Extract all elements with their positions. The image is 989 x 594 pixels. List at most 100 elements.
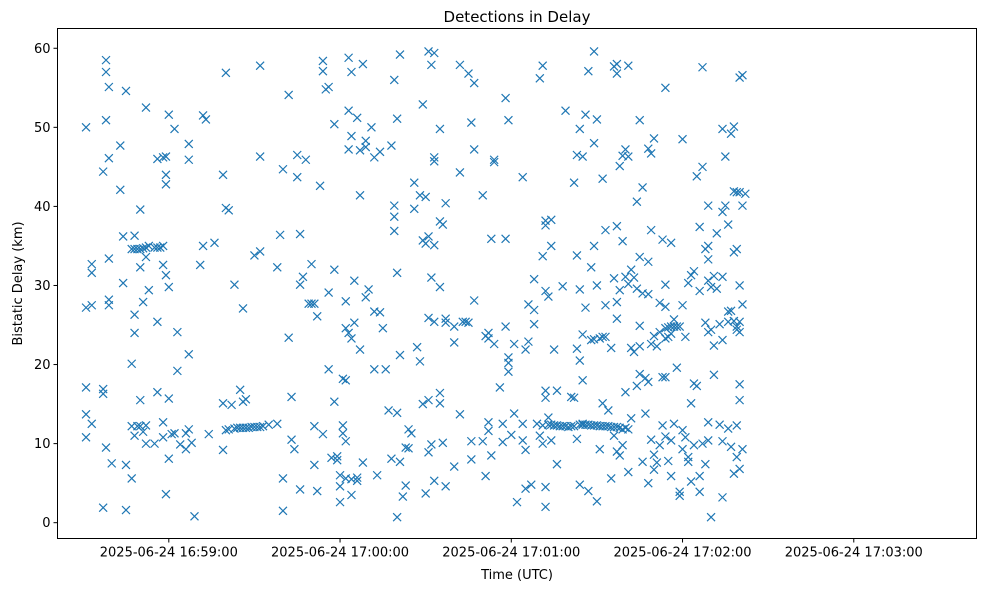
data-point xyxy=(312,486,322,496)
data-point xyxy=(612,69,622,78)
data-point xyxy=(81,383,91,392)
data-point xyxy=(101,55,111,65)
data-point xyxy=(635,369,645,379)
data-point xyxy=(509,339,519,349)
data-point xyxy=(404,424,413,434)
data-point xyxy=(592,115,602,124)
data-point xyxy=(740,189,750,199)
data-point xyxy=(706,512,716,522)
data-point xyxy=(738,444,747,454)
data-point xyxy=(718,436,727,446)
data-point xyxy=(598,398,608,408)
data-point xyxy=(595,334,605,343)
data-point xyxy=(658,235,667,245)
data-point xyxy=(415,356,425,366)
data-point xyxy=(287,435,296,445)
data-point xyxy=(338,428,348,438)
data-point xyxy=(732,322,742,332)
data-point xyxy=(552,459,562,469)
data-point xyxy=(130,310,139,320)
data-point xyxy=(332,455,342,465)
data-point xyxy=(660,334,670,343)
data-point xyxy=(184,349,194,359)
data-point xyxy=(592,496,602,506)
data-point xyxy=(121,505,131,515)
data-point xyxy=(686,477,696,486)
data-point xyxy=(586,335,596,345)
data-point xyxy=(666,471,676,481)
data-point xyxy=(529,319,539,329)
data-point xyxy=(429,152,439,162)
data-point xyxy=(680,432,690,442)
data-point xyxy=(601,225,610,235)
data-point xyxy=(389,75,399,85)
data-point xyxy=(344,328,354,338)
data-point xyxy=(646,225,656,235)
data-point xyxy=(575,356,585,366)
data-point xyxy=(626,265,636,275)
data-point xyxy=(441,481,451,491)
data-point xyxy=(706,282,716,292)
data-point xyxy=(535,73,545,83)
data-point xyxy=(412,342,422,352)
data-point xyxy=(255,422,265,432)
data-point xyxy=(161,170,171,180)
data-point xyxy=(172,327,182,337)
data-point xyxy=(318,56,328,66)
data-point xyxy=(578,375,588,385)
data-point xyxy=(506,430,516,440)
data-point xyxy=(107,458,117,468)
data-point xyxy=(355,145,365,155)
data-point xyxy=(532,419,542,429)
data-point xyxy=(632,197,642,207)
data-point xyxy=(646,339,656,349)
data-point xyxy=(275,230,285,240)
data-point xyxy=(292,150,302,160)
data-point xyxy=(332,451,342,461)
data-point xyxy=(98,167,108,177)
data-point xyxy=(352,113,362,123)
data-point xyxy=(104,82,114,92)
data-point xyxy=(386,141,396,150)
data-point xyxy=(478,436,488,446)
data-point xyxy=(541,286,550,296)
data-point xyxy=(421,239,431,248)
data-point xyxy=(635,252,645,262)
data-point xyxy=(484,417,493,427)
data-point xyxy=(324,364,334,374)
data-point xyxy=(626,413,636,423)
data-point xyxy=(358,59,368,69)
data-point xyxy=(660,280,670,290)
data-point xyxy=(526,480,536,490)
data-point xyxy=(118,232,128,241)
data-point xyxy=(435,388,445,398)
data-point xyxy=(347,334,356,343)
data-point xyxy=(272,262,282,272)
data-point xyxy=(546,436,556,445)
data-point xyxy=(572,434,582,444)
data-point xyxy=(175,439,185,449)
data-point xyxy=(347,474,356,484)
data-point xyxy=(595,444,605,454)
data-point xyxy=(521,445,530,455)
data-point xyxy=(338,421,348,430)
data-point xyxy=(718,124,727,134)
data-point xyxy=(735,464,745,474)
data-point xyxy=(489,157,499,167)
data-point xyxy=(680,332,690,342)
data-point xyxy=(723,307,733,316)
data-point xyxy=(552,386,562,396)
data-point xyxy=(81,122,91,132)
data-point xyxy=(581,110,590,120)
data-point xyxy=(660,372,670,382)
data-point xyxy=(501,322,511,332)
data-point xyxy=(352,473,362,483)
data-point xyxy=(130,231,139,241)
data-point xyxy=(98,384,108,394)
data-point xyxy=(678,300,687,310)
data-point xyxy=(703,436,713,445)
data-point xyxy=(666,436,676,445)
data-point xyxy=(141,252,151,262)
data-point xyxy=(81,432,91,442)
data-point xyxy=(623,152,633,162)
